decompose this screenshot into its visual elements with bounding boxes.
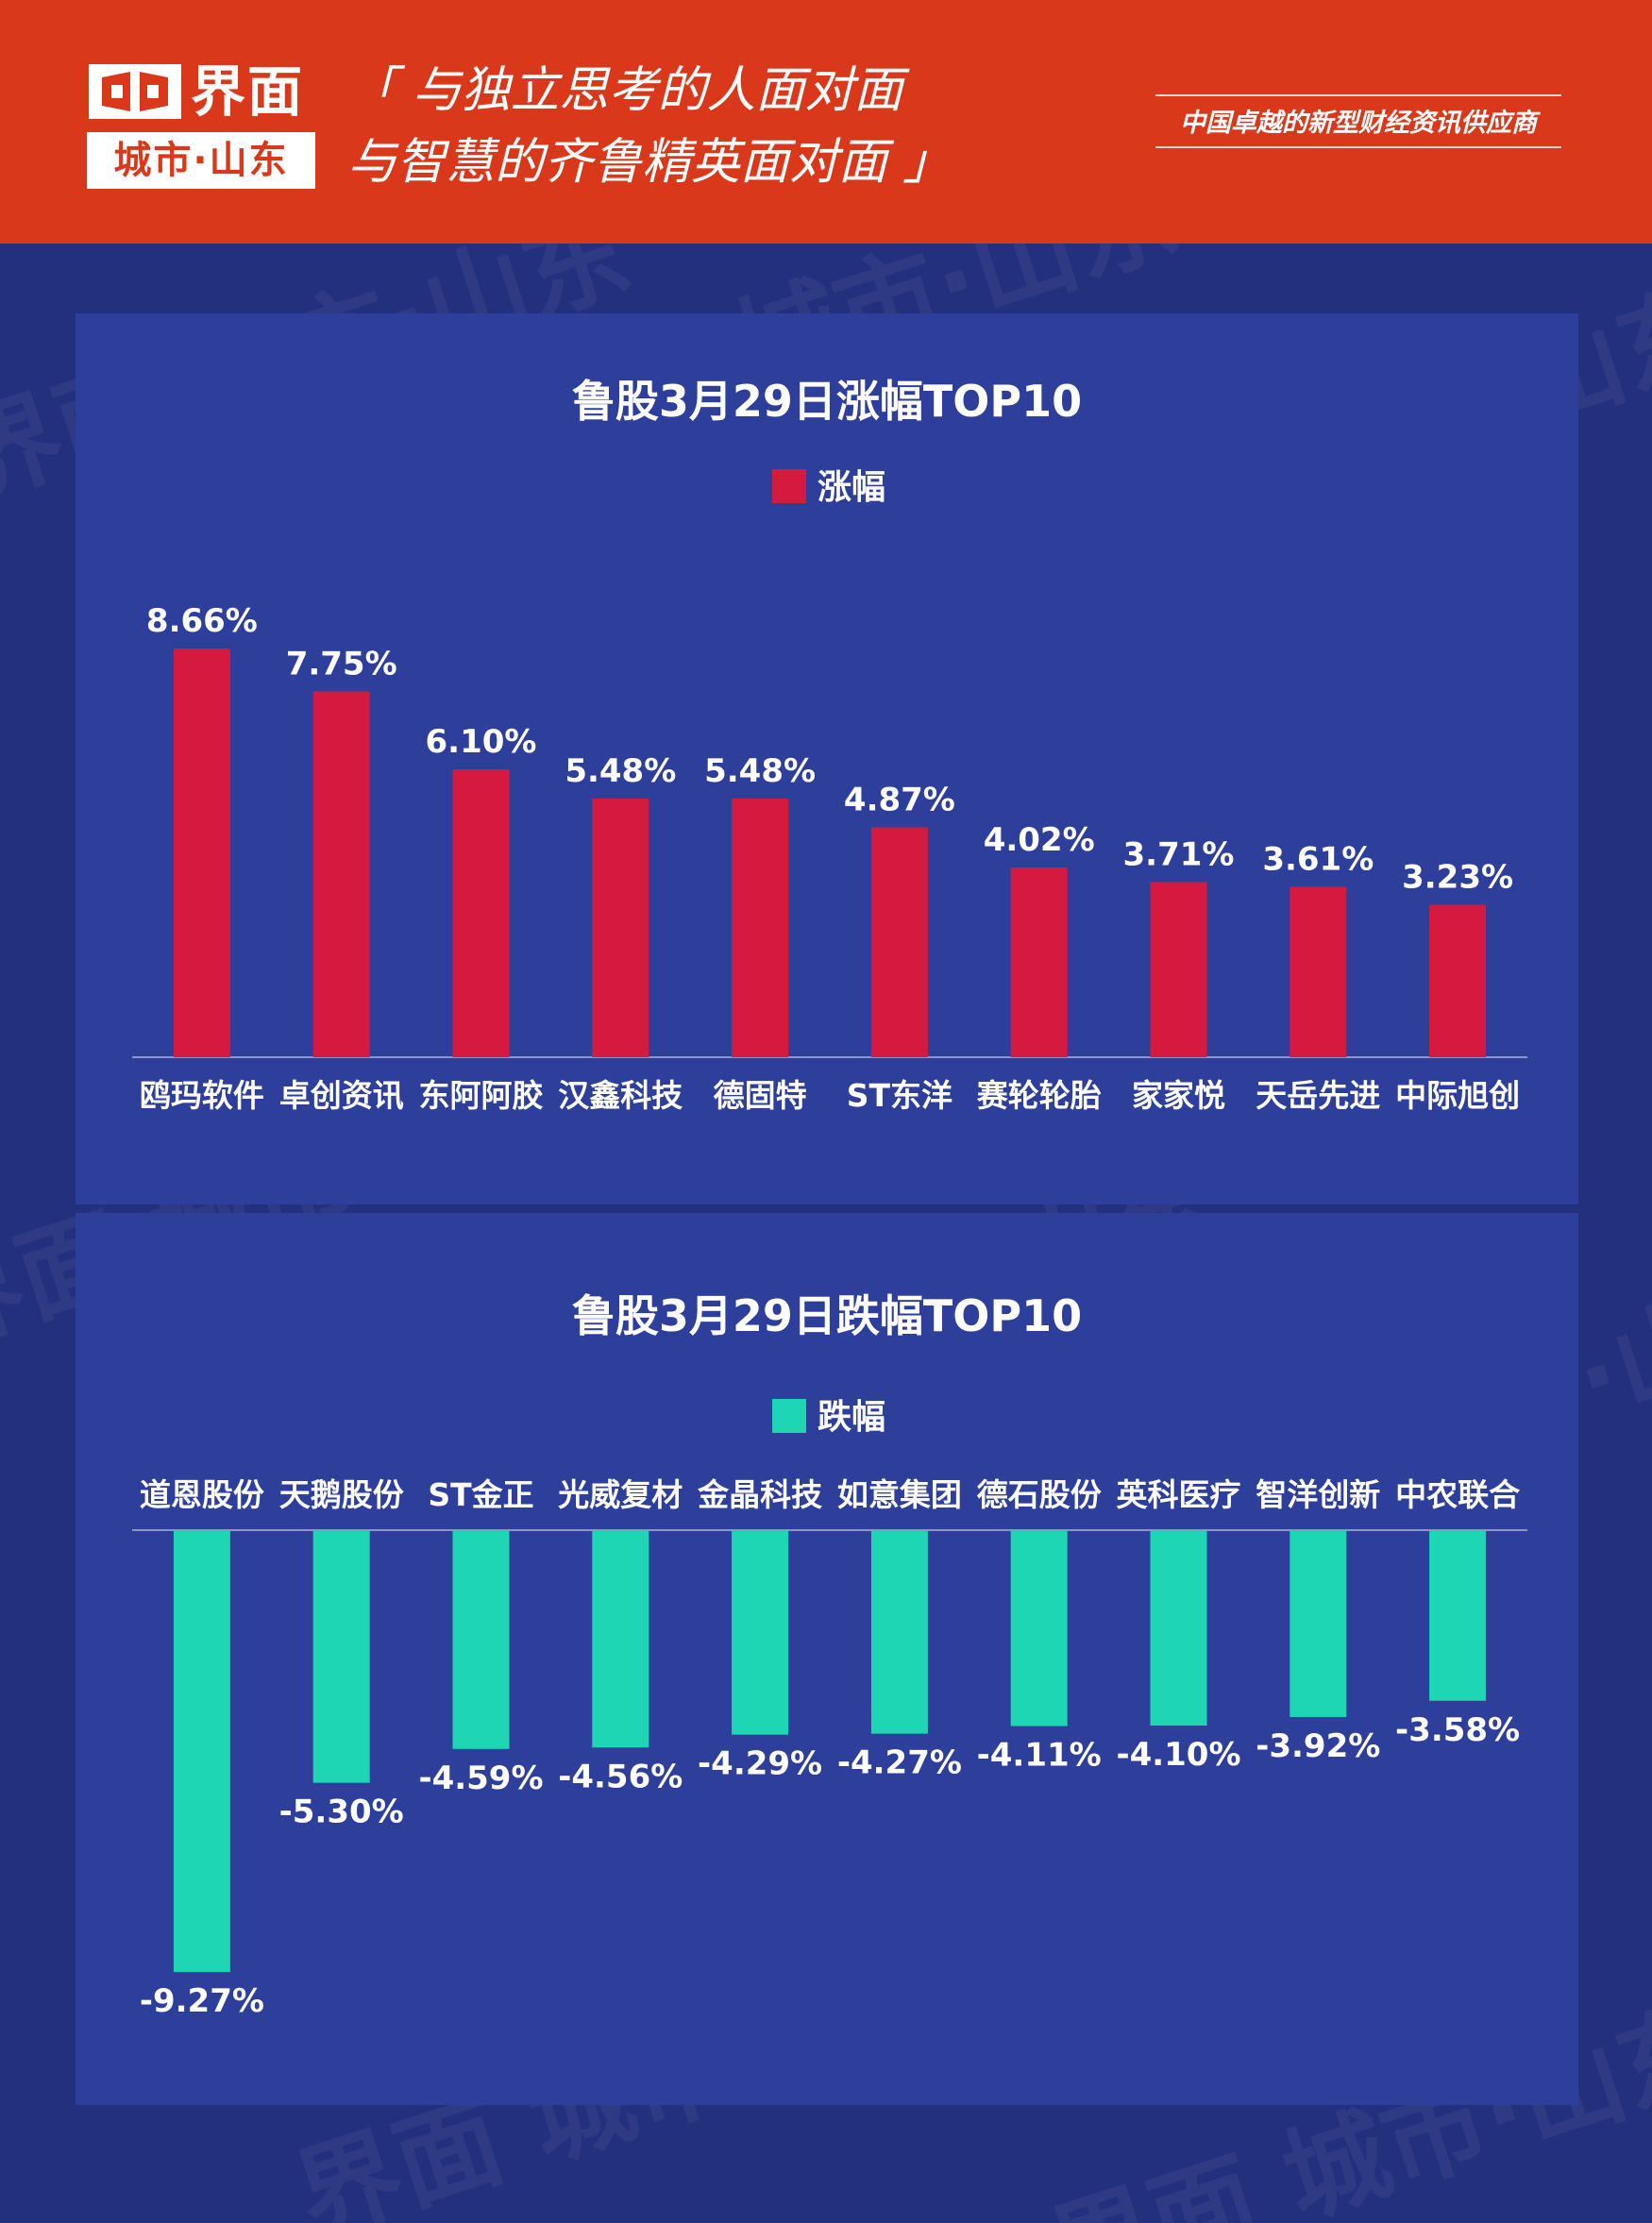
bar xyxy=(312,691,370,1057)
data-label: -4.11% xyxy=(977,1737,1102,1775)
bar xyxy=(1150,882,1207,1057)
bar xyxy=(452,769,510,1057)
data-label: 7.75% xyxy=(286,646,397,683)
category-label: 赛轮轮胎 xyxy=(977,1077,1102,1114)
loss-chart: 鲁股3月29日跌幅TOP10 跌幅 -9.27% 道恩股份 -5.30% 天鹅股份 -4.5… xyxy=(132,1290,1527,2020)
logo-badge: 城市·山东 xyxy=(87,132,315,189)
data-label: 5.48% xyxy=(704,752,816,790)
bar xyxy=(1010,1530,1068,1726)
category-label: 汉鑫科技 xyxy=(558,1077,683,1114)
legend-label: 涨幅 xyxy=(818,468,885,507)
category-label: 中际旭创 xyxy=(1395,1077,1520,1114)
chart-title: 鲁股3月29日跌幅TOP10 xyxy=(572,1290,1082,1341)
data-label: -4.29% xyxy=(698,1745,822,1783)
data-label: 3.23% xyxy=(1402,859,1513,897)
data-label: -4.27% xyxy=(837,1744,962,1782)
data-label: -3.58% xyxy=(1395,1711,1520,1749)
legend-label: 跌幅 xyxy=(818,1398,885,1437)
bar xyxy=(1150,1530,1207,1726)
bar xyxy=(452,1530,510,1749)
category-label: ST东洋 xyxy=(847,1077,952,1114)
category-label: 东阿阿胶 xyxy=(419,1077,544,1114)
jiemian-logo-mark-icon xyxy=(89,64,181,119)
jiemian-logo: 界面 城市·山东 xyxy=(87,60,315,189)
category-label: 卓创资讯 xyxy=(279,1077,404,1114)
category-label: 智洋创新 xyxy=(1256,1476,1380,1513)
category-label: 道恩股份 xyxy=(140,1476,264,1513)
data-label: 3.71% xyxy=(1123,836,1235,874)
bar xyxy=(1429,904,1487,1057)
data-label: -4.10% xyxy=(1116,1736,1240,1774)
category-label: 鸥玛软件 xyxy=(140,1077,264,1114)
category-label: 如意集团 xyxy=(837,1476,962,1513)
category-label: ST金正 xyxy=(428,1476,533,1513)
logo-word: 界面 xyxy=(191,59,305,124)
data-label: 4.02% xyxy=(984,821,1095,859)
category-label: 英科医疗 xyxy=(1117,1476,1241,1513)
slogan-line-2: 与智慧的齐鲁精英面对面 」 xyxy=(347,134,952,191)
category-label: 中农联合 xyxy=(1395,1476,1520,1513)
data-label: 6.10% xyxy=(426,723,537,761)
data-label: 4.87% xyxy=(844,782,955,819)
category-label: 天鹅股份 xyxy=(279,1476,404,1513)
data-label: -9.27% xyxy=(140,1982,264,2020)
data-label: 8.66% xyxy=(146,602,258,640)
header-banner: 界面 城市·山东 「 与独立思考的人面对面 与智慧的齐鲁精英面对面 」 中国卓越… xyxy=(0,0,1652,244)
data-label: -4.59% xyxy=(418,1760,543,1797)
bar xyxy=(592,799,649,1057)
category-label: 家家悦 xyxy=(1132,1077,1225,1114)
bar xyxy=(1290,1530,1347,1717)
data-label: 3.61% xyxy=(1262,841,1374,879)
bar xyxy=(312,1530,370,1783)
data-label: -3.92% xyxy=(1256,1727,1380,1765)
data-label: -5.30% xyxy=(279,1794,404,1831)
bar xyxy=(870,1530,928,1734)
slogan-line-1: 「 与独立思考的人面对面 xyxy=(347,62,903,119)
bar xyxy=(1429,1530,1487,1701)
bar xyxy=(592,1530,649,1748)
bar xyxy=(870,827,928,1057)
loss-chart-panel: 鲁股3月29日跌幅TOP10 跌幅 -9.27% 道恩股份 -5.30% 天鹅股份 -4.5… xyxy=(76,1213,1578,2105)
tagline: 中国卓越的新型财经资讯供应商 xyxy=(1155,94,1561,148)
bar xyxy=(732,1530,789,1735)
bar xyxy=(732,799,789,1057)
legend-swatch xyxy=(772,469,806,503)
category-label: 德固特 xyxy=(714,1077,807,1114)
category-label: 光威复材 xyxy=(558,1476,683,1513)
category-label: 金晶科技 xyxy=(697,1476,822,1513)
gain-chart: 鲁股3月29日涨幅TOP10 涨幅 8.66% 鸥玛软件 7.75% 卓创资讯 6.10% 东… xyxy=(132,376,1527,1114)
bar xyxy=(1290,886,1347,1057)
category-label: 德石股份 xyxy=(977,1476,1102,1513)
gain-chart-panel: 鲁股3月29日涨幅TOP10 涨幅 8.66% 鸥玛软件 7.75% 卓创资讯 6.10% 东… xyxy=(76,313,1578,1204)
category-label: 天岳先进 xyxy=(1256,1077,1380,1114)
chart-title: 鲁股3月29日涨幅TOP10 xyxy=(572,376,1082,427)
bar xyxy=(173,1530,230,1973)
data-label: -4.56% xyxy=(558,1758,683,1795)
slogan: 「 与独立思考的人面对面 与智慧的齐鲁精英面对面 」 xyxy=(347,55,1008,198)
bar xyxy=(173,648,230,1057)
data-label: 5.48% xyxy=(565,752,676,790)
legend-swatch xyxy=(772,1399,806,1433)
bar xyxy=(1010,867,1068,1057)
